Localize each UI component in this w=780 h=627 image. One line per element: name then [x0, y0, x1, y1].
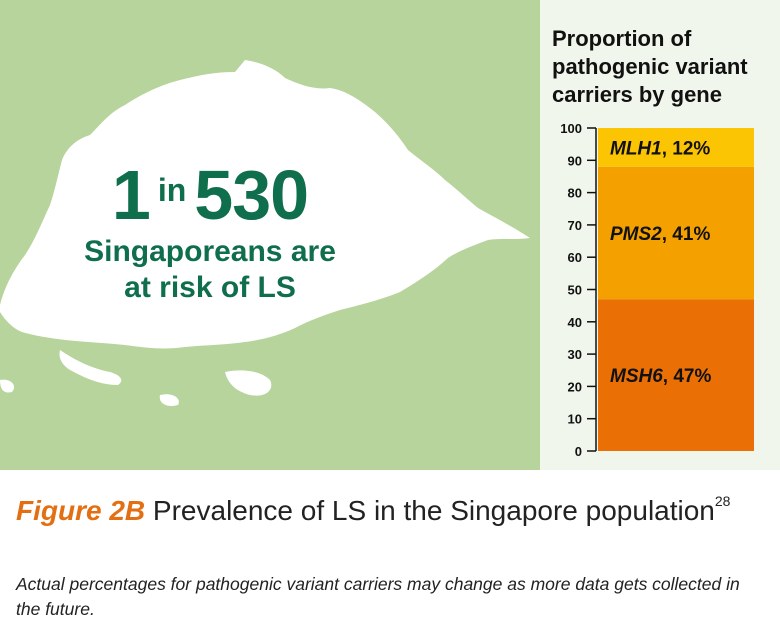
bar-segment-pms2 — [598, 166, 754, 300]
chart-title: Proportion of pathogenic variant carrier… — [552, 26, 748, 107]
y-tick-label-30: 30 — [568, 347, 582, 362]
singapore-map — [0, 60, 530, 406]
singapore-island-shape — [0, 60, 530, 349]
bar-segment-msh6 — [598, 299, 754, 451]
stat-line-3: at risk of LS — [124, 271, 296, 304]
y-tick-label-70: 70 — [568, 218, 582, 233]
stacked-bar-chart: MSH6, 47% PMS2, 41% MLH1, 12% 0 10 20 30 40 50 60… — [560, 121, 754, 459]
sentosa-island-shape — [225, 370, 272, 396]
y-tick-label-80: 80 — [568, 186, 582, 201]
figure-label: Figure 2B — [16, 495, 146, 526]
bar-segment-mlh1 — [598, 128, 754, 167]
y-tick-label-90: 90 — [568, 153, 582, 168]
y-tick-label-0: 0 — [575, 444, 582, 459]
y-tick-label-100: 100 — [560, 121, 582, 136]
jurong-island-shape — [59, 350, 122, 385]
coastal-island-shape — [0, 379, 15, 393]
y-tick-label-60: 60 — [568, 250, 582, 265]
stat-headline: 1 in 530 — [60, 160, 360, 230]
segment-label-msh6: MSH6, 47% — [610, 366, 711, 387]
figure-caption: Figure 2B Prevalence of LS in the Singap… — [16, 484, 766, 528]
stat-number-530: 530 — [194, 156, 309, 234]
stat-number-one: 1 — [111, 156, 151, 234]
footnote: Actual percentages for pathogenic varian… — [16, 574, 740, 619]
y-tick-label-50: 50 — [568, 283, 582, 298]
segment-label-mlh1: MLH1, 12% — [610, 138, 710, 159]
y-tick-label-40: 40 — [568, 315, 582, 330]
segment-label-pms2: PMS2, 41% — [610, 224, 710, 245]
stat-word-in: in — [157, 172, 187, 208]
figure-reference: 28 — [714, 493, 731, 509]
small-island-shape — [159, 394, 179, 406]
risk-statistic: 1 in 530 Singaporeans are at risk of LS — [60, 160, 360, 306]
y-tick-label-20: 20 — [568, 379, 582, 394]
stat-line-2: Singaporeans are — [84, 235, 336, 268]
y-tick-label-10: 10 — [568, 412, 582, 427]
figure-caption-text: Prevalence of LS in the Singapore popula… — [145, 495, 715, 526]
